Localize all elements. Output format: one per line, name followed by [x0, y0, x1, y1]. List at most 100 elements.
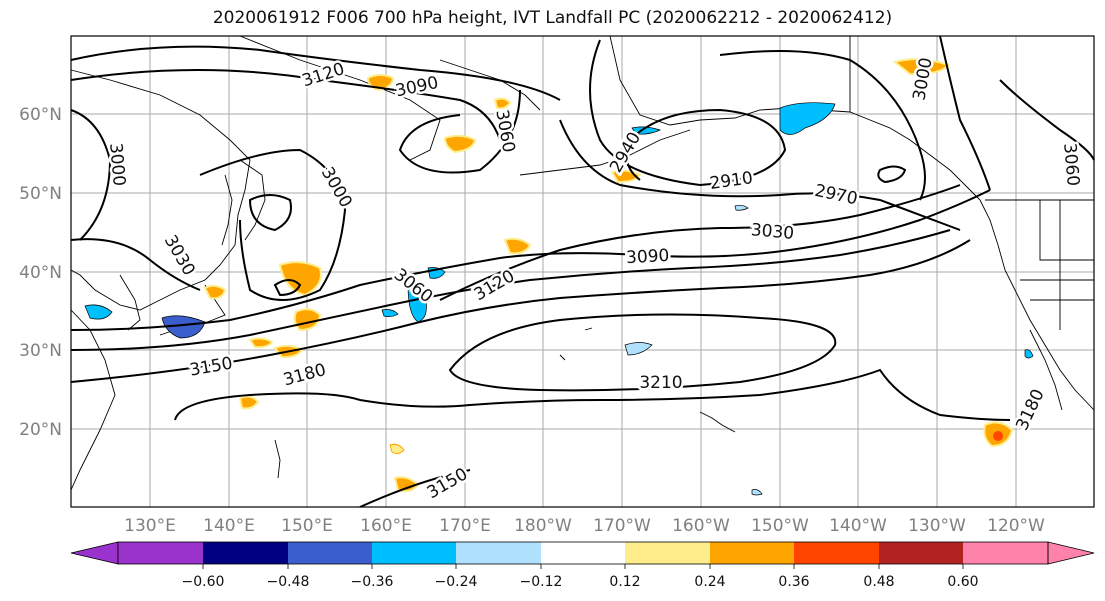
colorbar-tick-label: −0.12 — [520, 574, 563, 590]
colorbar-segment — [963, 542, 1048, 564]
contour-line — [70, 69, 501, 141]
colorbar-segment — [118, 542, 203, 564]
coast-sakhalin — [221, 174, 233, 246]
colorbar: −0.60 −0.48 −0.36 −0.24 −0.12 0.12 0.24 … — [70, 541, 1095, 590]
ivt-positive-region — [278, 261, 322, 297]
colorbar-segment — [625, 542, 710, 564]
coast-baja — [1029, 329, 1063, 411]
contour-line — [877, 165, 907, 184]
colorbar-tick-label: 0.24 — [694, 574, 725, 590]
lon-label: 140°W — [829, 516, 887, 536]
colorbar-tick-label: −0.24 — [435, 574, 478, 590]
ivt-negative-region — [751, 489, 763, 496]
coast-siberia-north — [239, 35, 441, 161]
latitude-labels: 60°N 50°N 40°N 30°N 20°N — [19, 105, 62, 440]
lat-label: 60°N — [19, 105, 62, 125]
ivt-negative-region — [161, 315, 206, 339]
contour-line — [448, 313, 837, 392]
lon-label: 150°E — [281, 516, 333, 536]
ivt-positive-region — [493, 97, 512, 110]
lon-label: 180°W — [514, 516, 572, 536]
colorbar-tick-label: −0.48 — [267, 574, 310, 590]
coast-na-west — [979, 199, 1095, 411]
contour-label: 3030 — [750, 220, 795, 244]
height-contours — [70, 35, 1095, 508]
lon-label: 140°E — [203, 516, 255, 536]
colorbar-frame — [117, 541, 1049, 565]
colorbar-extend-high — [1047, 541, 1095, 565]
colorbar-segment — [456, 542, 541, 564]
lon-label: 170°W — [593, 516, 651, 536]
ivt-negative-region — [381, 309, 399, 318]
contour-line — [439, 184, 961, 301]
border-us-states — [1020, 200, 1094, 330]
colorbar-tick-label: 0.48 — [863, 574, 894, 590]
coast-aleutians — [519, 129, 691, 176]
colorbar-segment — [372, 542, 456, 564]
contour-line — [199, 148, 347, 301]
lat-label: 20°N — [19, 420, 62, 440]
contour-line — [174, 392, 361, 421]
ivt-strong-positive — [993, 431, 1003, 441]
colorbar-segment — [203, 542, 288, 564]
ivt-negative-region — [779, 102, 836, 135]
contour-line — [70, 229, 951, 351]
contour-label: 3000 — [105, 142, 129, 187]
coast-hawaii — [699, 411, 736, 433]
colorbar-segment — [710, 542, 794, 564]
ivt-positive-region — [503, 237, 532, 255]
ivt-negative-region — [734, 204, 749, 211]
ivt-positive-region — [443, 134, 477, 154]
colorbar-extend-low — [70, 541, 119, 565]
contour-line — [398, 89, 521, 174]
ivt-negative-region — [624, 342, 653, 356]
contour-line — [70, 45, 561, 101]
lon-label: 150°W — [751, 516, 809, 536]
lon-label: 160°E — [360, 516, 412, 536]
ivt-shading — [84, 58, 1034, 496]
ivt-positive-region — [389, 443, 405, 455]
coast-kamchatka — [239, 159, 266, 241]
contour-line — [359, 368, 1011, 421]
ivt-negative-region — [1024, 349, 1034, 359]
contour-line — [939, 35, 991, 191]
islands-pacific — [274, 327, 593, 479]
contour-line — [70, 109, 112, 241]
lon-label: 130°W — [908, 516, 966, 536]
contour-label: 3090 — [626, 246, 670, 268]
map-title: 2020061912 F006 700 hPa height, IVT Land… — [212, 8, 893, 28]
lon-label: 170°E — [439, 516, 491, 536]
contour-label: 3210 — [639, 373, 682, 393]
colorbar-ticks — [202, 564, 964, 569]
ivt-negative-region — [407, 284, 427, 323]
colorbar-segment — [288, 542, 372, 564]
contour-line — [70, 238, 201, 291]
colorbar-tick-label: −0.36 — [351, 574, 394, 590]
longitude-labels: 130°E 140°E 150°E 160°E 170°E 180°W 170°… — [124, 516, 1045, 536]
graticule — [71, 36, 1094, 507]
ivt-positive-region — [238, 395, 260, 410]
contour-line — [559, 119, 961, 231]
lat-label: 30°N — [19, 341, 62, 361]
contour-line — [589, 39, 787, 187]
contour-label: 3060 — [1059, 142, 1083, 187]
lon-label: 160°W — [672, 516, 730, 536]
ivt-positive-region — [892, 58, 950, 76]
coast-korea — [119, 274, 141, 331]
contour-line — [719, 50, 926, 201]
map-panel: 3120 3090 3060 3000 3000 3030 2940 2910 … — [70, 35, 1095, 508]
colorbar-segment — [794, 542, 879, 564]
lon-label: 130°E — [124, 516, 176, 536]
contour-line — [70, 189, 991, 331]
contour-line — [999, 79, 1095, 161]
map-border — [70, 35, 1095, 508]
lat-label: 40°N — [19, 263, 62, 283]
colorbar-tick-label: 0.36 — [778, 574, 809, 590]
contour-line — [273, 279, 302, 297]
ivt-positive-region — [248, 337, 274, 349]
contour-line — [359, 469, 471, 508]
colorbar-tick-label: −0.60 — [182, 574, 225, 590]
colorbar-tick-label: 0.12 — [609, 574, 640, 590]
ivt-positive-region — [203, 284, 227, 300]
